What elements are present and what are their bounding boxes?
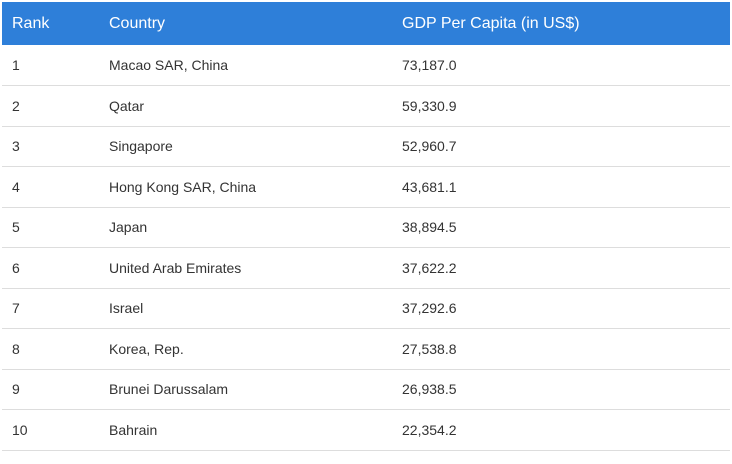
cell-country: Korea, Rep. — [109, 340, 184, 357]
cell-country: Singapore — [109, 138, 173, 155]
header-gdp-per-capita: GDP Per Capita (in US$) — [402, 14, 580, 32]
table-row: 7 Israel 37,292.6 — [2, 288, 730, 329]
table-row: 4 Hong Kong SAR, China 43,681.1 — [2, 167, 730, 207]
table-row: 2 Qatar 59,330.9 — [2, 86, 730, 126]
cell-gdp: 43,681.1 — [402, 178, 457, 195]
cell-gdp: 52,960.7 — [402, 138, 457, 155]
cell-country: Macao SAR, China — [109, 57, 229, 73]
table-row: 3 Singapore 52,960.7 — [2, 126, 730, 167]
cell-gdp: 37,622.2 — [402, 259, 457, 276]
table-row: 6 United Arab Emirates 37,622.2 — [2, 248, 730, 288]
cell-country: Japan — [109, 219, 148, 236]
cell-country: Israel — [109, 300, 144, 317]
table-row: 8 Korea, Rep. 27,538.8 — [2, 329, 730, 369]
cell-country: Hong Kong SAR, China — [109, 178, 257, 195]
cell-country: United Arab Emirates — [109, 259, 242, 276]
table-row: 10 Bahrain 22,354.2 — [2, 410, 730, 450]
table-row: 1 Macao SAR, China 73,187.0 — [2, 45, 730, 86]
cell-rank: 6 — [12, 259, 20, 276]
cell-gdp: 27,538.8 — [402, 340, 457, 357]
cell-rank: 8 — [12, 340, 20, 357]
cell-rank: 5 — [12, 219, 20, 236]
header-country: Country — [109, 14, 166, 32]
header-rank: Rank — [12, 14, 50, 32]
gdp-table-container: Rank Country GDP Per Capita (in US$) 1 M… — [2, 2, 730, 451]
cell-gdp: 73,187.0 — [402, 57, 457, 73]
gdp-per-capita-table: Rank Country GDP Per Capita (in US$) 1 M… — [2, 2, 730, 451]
table-row: 5 Japan 38,894.5 — [2, 207, 730, 248]
cell-rank: 1 — [12, 57, 20, 73]
cell-rank: 3 — [12, 138, 20, 155]
cell-rank: 9 — [12, 381, 20, 398]
table-row: 9 Brunei Darussalam 26,938.5 — [2, 369, 730, 410]
cell-gdp: 59,330.9 — [402, 97, 457, 114]
cell-country: Qatar — [109, 97, 145, 114]
table-body: 1 Macao SAR, China 73,187.0 2 Qatar 59,3… — [2, 45, 730, 450]
cell-rank: 7 — [12, 300, 20, 317]
table-header: Rank Country GDP Per Capita (in US$) — [2, 2, 730, 45]
cell-country: Brunei Darussalam — [109, 381, 229, 398]
cell-rank: 2 — [12, 97, 20, 114]
cell-rank: 4 — [12, 178, 20, 195]
cell-country: Bahrain — [109, 421, 158, 438]
cell-gdp: 38,894.5 — [402, 219, 457, 236]
cell-rank: 10 — [12, 421, 28, 438]
cell-gdp: 37,292.6 — [402, 300, 457, 317]
cell-gdp: 26,938.5 — [402, 381, 457, 398]
header-row: Rank Country GDP Per Capita (in US$) — [2, 2, 730, 45]
cell-gdp: 22,354.2 — [402, 421, 457, 438]
